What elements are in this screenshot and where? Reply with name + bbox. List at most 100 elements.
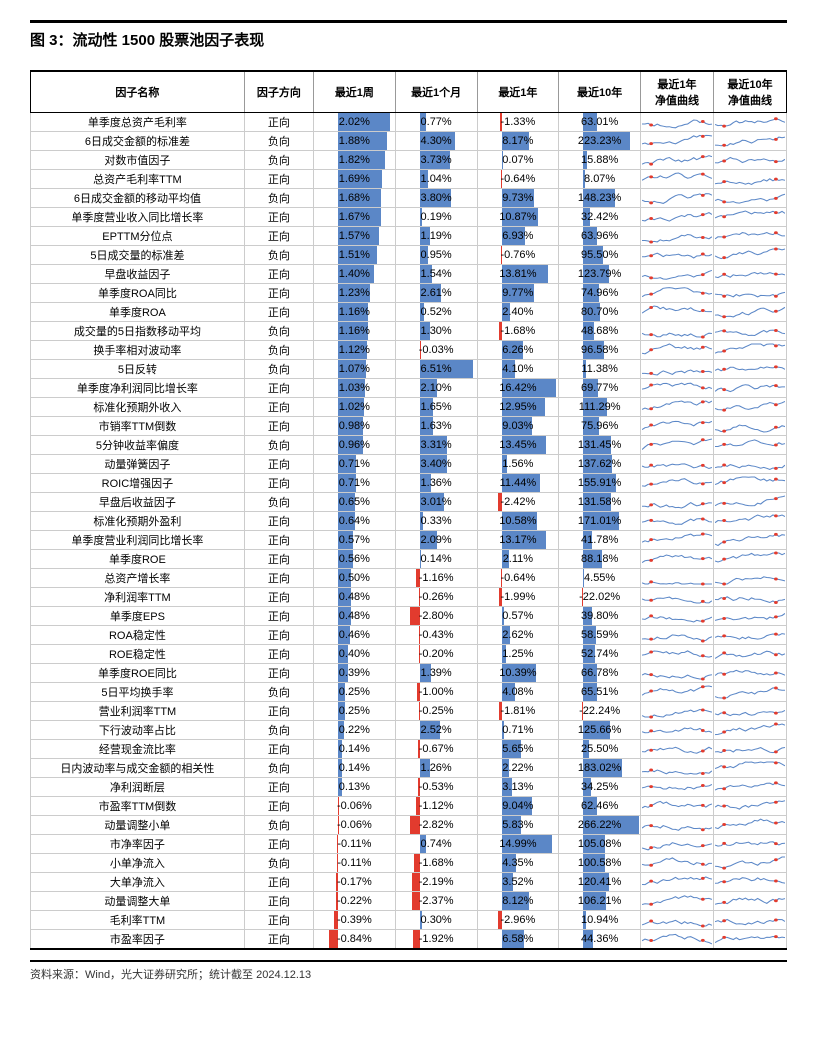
sparkline-cell — [641, 702, 714, 721]
value-cell: -0.84% — [314, 930, 396, 950]
factor-direction: 正向 — [244, 208, 313, 227]
sparkline-cell — [713, 493, 786, 512]
factor-direction: 正向 — [244, 835, 313, 854]
col-header: 最近10年净值曲线 — [713, 71, 786, 113]
value-cell: 4.35% — [477, 854, 559, 873]
value-cell: -1.12% — [395, 797, 477, 816]
factor-direction: 负向 — [244, 189, 313, 208]
value-cell: 4.08% — [477, 683, 559, 702]
sparkline-cell — [641, 493, 714, 512]
sparkline-cell — [641, 550, 714, 569]
value-cell: 6.51% — [395, 360, 477, 379]
value-cell: 123.79% — [559, 265, 641, 284]
sparkline-cell — [713, 873, 786, 892]
table-row: 单季度总资产毛利率正向2.02%0.77%-1.33%63.01% — [31, 113, 787, 132]
value-cell: 1.88% — [314, 132, 396, 151]
value-cell: 0.14% — [314, 759, 396, 778]
factor-direction: 正向 — [244, 512, 313, 531]
sparkline-cell — [641, 379, 714, 398]
value-cell: 25.50% — [559, 740, 641, 759]
value-cell: 2.62% — [477, 626, 559, 645]
sparkline-cell — [713, 512, 786, 531]
sparkline-cell — [641, 797, 714, 816]
table-row: 大单净流入正向-0.17%-2.19%3.52%120.41% — [31, 873, 787, 892]
value-cell: 13.17% — [477, 531, 559, 550]
factor-name: 单季度营业收入同比增长率 — [31, 208, 245, 227]
value-cell: 0.98% — [314, 417, 396, 436]
value-cell: 95.50% — [559, 246, 641, 265]
sparkline-cell — [713, 417, 786, 436]
value-cell: 69.77% — [559, 379, 641, 398]
sparkline-cell — [641, 569, 714, 588]
sparkline-cell — [713, 284, 786, 303]
value-cell: 12.95% — [477, 398, 559, 417]
sparkline-cell — [641, 360, 714, 379]
sparkline-cell — [641, 816, 714, 835]
sparkline-cell — [641, 892, 714, 911]
value-cell: 1.12% — [314, 341, 396, 360]
table-row: 动量调整大单正向-0.22%-2.37%8.12%106.21% — [31, 892, 787, 911]
table-row: 总资产增长率正向0.50%-1.16%-0.64%4.55% — [31, 569, 787, 588]
figure-title-bar: 图 3：流动性 1500 股票池因子表现 — [30, 20, 787, 50]
table-row: 早盘后收益因子负向0.65%3.01%-2.42%131.58% — [31, 493, 787, 512]
value-cell: 96.58% — [559, 341, 641, 360]
value-cell: 10.39% — [477, 664, 559, 683]
table-row: 换手率相对波动率负向1.12%-0.03%6.26%96.58% — [31, 341, 787, 360]
factor-name: 总资产毛利率TTM — [31, 170, 245, 189]
factor-direction: 负向 — [244, 759, 313, 778]
value-cell: 9.04% — [477, 797, 559, 816]
value-cell: 1.57% — [314, 227, 396, 246]
table-row: 6日成交金额的标准差负向1.88%4.30%8.17%223.23% — [31, 132, 787, 151]
value-cell: 1.69% — [314, 170, 396, 189]
value-cell: 65.51% — [559, 683, 641, 702]
factor-name: 总资产增长率 — [31, 569, 245, 588]
factor-direction: 正向 — [244, 588, 313, 607]
value-cell: 171.01% — [559, 512, 641, 531]
sparkline-cell — [641, 246, 714, 265]
factor-direction: 正向 — [244, 702, 313, 721]
factor-name: 下行波动率占比 — [31, 721, 245, 740]
value-cell: 1.39% — [395, 664, 477, 683]
factor-direction: 正向 — [244, 930, 313, 950]
value-cell: 11.38% — [559, 360, 641, 379]
value-cell: 6.93% — [477, 227, 559, 246]
value-cell: 0.57% — [477, 607, 559, 626]
factor-direction: 正向 — [244, 398, 313, 417]
factor-direction: 正向 — [244, 455, 313, 474]
sparkline-cell — [713, 911, 786, 930]
value-cell: 3.73% — [395, 151, 477, 170]
value-cell: 155.91% — [559, 474, 641, 493]
value-cell: 1.51% — [314, 246, 396, 265]
value-cell: 0.50% — [314, 569, 396, 588]
factor-name: 日内波动率与成交金额的相关性 — [31, 759, 245, 778]
value-cell: 88.18% — [559, 550, 641, 569]
table-row: 对数市值因子负向1.82%3.73%0.07%15.88% — [31, 151, 787, 170]
factor-direction: 正向 — [244, 170, 313, 189]
value-cell: 8.12% — [477, 892, 559, 911]
sparkline-cell — [713, 436, 786, 455]
value-cell: 1.82% — [314, 151, 396, 170]
sparkline-cell — [713, 835, 786, 854]
value-cell: 0.13% — [314, 778, 396, 797]
table-row: 总资产毛利率TTM正向1.69%1.04%-0.64%8.07% — [31, 170, 787, 189]
sparkline-cell — [713, 740, 786, 759]
value-cell: -0.26% — [395, 588, 477, 607]
table-row: 经营现金流比率正向0.14%-0.67%5.65%25.50% — [31, 740, 787, 759]
value-cell: -0.20% — [395, 645, 477, 664]
factor-direction: 正向 — [244, 417, 313, 436]
value-cell: -0.06% — [314, 797, 396, 816]
sparkline-cell — [713, 246, 786, 265]
sparkline-cell — [641, 113, 714, 132]
sparkline-cell — [641, 930, 714, 950]
sparkline-cell — [641, 512, 714, 531]
value-cell: 1.63% — [395, 417, 477, 436]
sparkline-cell — [713, 455, 786, 474]
factor-direction: 正向 — [244, 113, 313, 132]
factor-name: 市盈率因子 — [31, 930, 245, 950]
value-cell: 2.52% — [395, 721, 477, 740]
value-cell: 125.66% — [559, 721, 641, 740]
value-cell: 0.77% — [395, 113, 477, 132]
table-row: 5分钟收益率偏度负向0.96%3.31%13.45%131.45% — [31, 436, 787, 455]
table-row: 5日平均换手率负向0.25%-1.00%4.08%65.51% — [31, 683, 787, 702]
factor-direction: 正向 — [244, 284, 313, 303]
